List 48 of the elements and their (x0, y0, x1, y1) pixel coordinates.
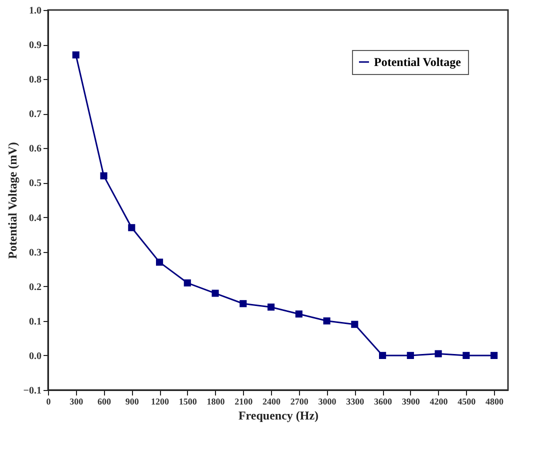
x-tick-label: 1500 (178, 396, 198, 406)
point (379, 352, 386, 359)
y-tick-label: 0.3 (29, 247, 42, 258)
x-tick-label: 3300 (346, 396, 365, 406)
point (128, 224, 136, 232)
y-tick-label: 0.4 (29, 212, 42, 224)
point (100, 172, 108, 180)
x-tick-label: 4200 (430, 396, 448, 406)
x-tick-label: 3600 (374, 396, 393, 406)
x-tick-label: 600 (98, 396, 112, 406)
point (351, 320, 358, 328)
y-tick-label: 0.9 (29, 40, 42, 52)
y-tick-label: 0.0 (29, 350, 42, 362)
y-tick-label: 0.7 (29, 109, 42, 120)
x-tick-label: 1200 (151, 396, 170, 406)
point (434, 350, 442, 358)
x-tick-label: 4500 (458, 396, 476, 406)
point (240, 300, 247, 308)
point (156, 258, 164, 266)
x-tick-label: 300 (70, 396, 84, 406)
point (490, 352, 498, 359)
x-tick-label: 0 (46, 396, 52, 406)
x-tick-label: 900 (125, 396, 140, 406)
point (323, 317, 330, 324)
x-tick-label: 3900 (402, 396, 420, 406)
point (212, 290, 219, 297)
y-axis-title: Potential Voltage (mV) (5, 142, 20, 259)
y-tick-label: 0.8 (29, 74, 42, 86)
y-tick-label: 0.1 (29, 316, 42, 328)
x-axis-title: Frequency (Hz) (238, 408, 319, 422)
point (184, 279, 191, 286)
x-tick-label: 2700 (290, 396, 309, 406)
y-tick-label: 0.6 (29, 144, 42, 155)
y-tick-label: 1.0 (29, 6, 42, 16)
point (72, 51, 80, 58)
point (462, 352, 470, 359)
legend-label: Potential Voltage (374, 55, 462, 69)
x-tick-label: 4800 (486, 396, 504, 406)
x-tick-label: 3000 (318, 396, 337, 406)
point (295, 310, 302, 318)
y-tick-label: 0.2 (29, 282, 42, 293)
x-tick-label: 2400 (262, 396, 282, 406)
y-tick-label: 0.5 (29, 178, 42, 190)
x-tick-label: 2100 (234, 396, 254, 406)
point (406, 352, 414, 359)
y-tick-label: −0.1 (23, 386, 42, 396)
point (267, 304, 275, 311)
x-tick-label: 1800 (206, 396, 226, 406)
